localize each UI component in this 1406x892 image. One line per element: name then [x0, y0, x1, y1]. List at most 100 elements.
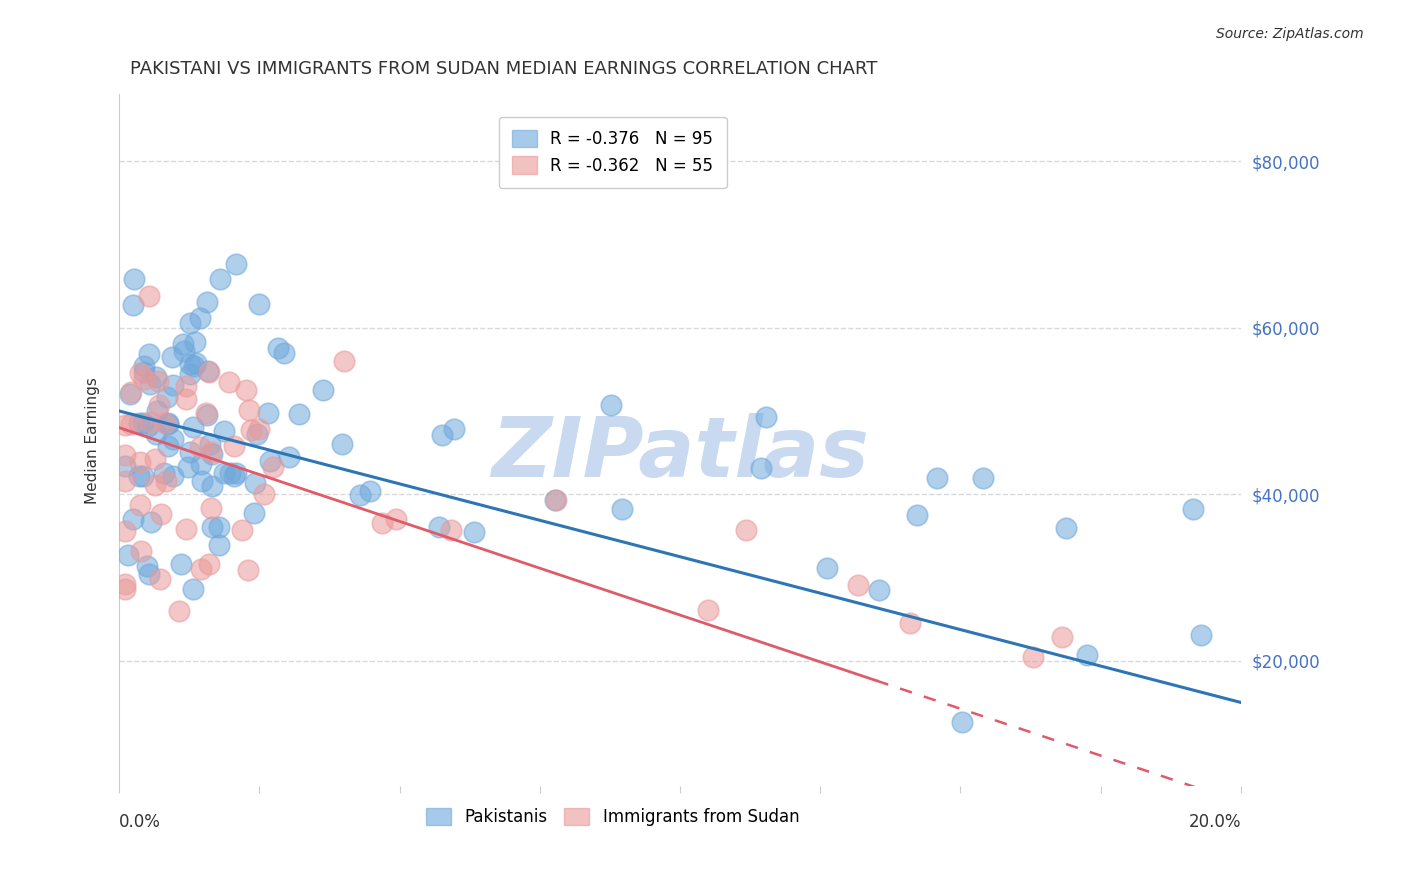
- Point: [1054, 521, 1077, 535]
- Point: [153, 416, 176, 430]
- Point: [120, 417, 142, 432]
- Point: [697, 602, 720, 616]
- Point: [132, 365, 155, 379]
- Point: [239, 423, 262, 437]
- Point: [195, 406, 218, 420]
- Point: [156, 439, 179, 453]
- Point: [184, 335, 207, 350]
- Point: [145, 426, 167, 441]
- Point: [138, 567, 160, 582]
- Point: [129, 454, 152, 468]
- Point: [749, 461, 772, 475]
- Point: [129, 366, 152, 380]
- Point: [188, 310, 211, 325]
- Point: [612, 502, 634, 516]
- Text: PAKISTANI VS IMMIGRANTS FROM SUDAN MEDIAN EARNINGS CORRELATION CHART: PAKISTANI VS IMMIGRANTS FROM SUDAN MEDIA…: [131, 60, 877, 78]
- Point: [120, 384, 142, 399]
- Point: [235, 383, 257, 397]
- Point: [1076, 648, 1098, 662]
- Point: [209, 272, 232, 286]
- Point: [247, 422, 270, 436]
- Point: [114, 459, 136, 474]
- Legend: Pakistanis, Immigrants from Sudan: Pakistanis, Immigrants from Sudan: [419, 801, 806, 833]
- Point: [114, 475, 136, 489]
- Point: [183, 359, 205, 374]
- Point: [238, 564, 260, 578]
- Point: [162, 432, 184, 446]
- Point: [288, 408, 311, 422]
- Point: [181, 582, 204, 596]
- Point: [278, 450, 301, 465]
- Point: [156, 391, 179, 405]
- Point: [141, 516, 163, 530]
- Point: [359, 483, 381, 498]
- Point: [256, 406, 278, 420]
- Point: [218, 375, 240, 389]
- Point: [905, 508, 928, 523]
- Point: [190, 562, 212, 576]
- Point: [243, 506, 266, 520]
- Point: [138, 289, 160, 303]
- Point: [201, 479, 224, 493]
- Point: [132, 416, 155, 430]
- Point: [212, 466, 235, 480]
- Text: 20.0%: 20.0%: [1188, 814, 1241, 831]
- Point: [132, 372, 155, 386]
- Point: [243, 475, 266, 490]
- Point: [156, 417, 179, 431]
- Point: [190, 474, 212, 488]
- Point: [385, 512, 408, 526]
- Point: [200, 437, 222, 451]
- Point: [972, 471, 994, 485]
- Point: [169, 604, 191, 618]
- Point: [1021, 649, 1043, 664]
- Point: [246, 427, 269, 442]
- Point: [174, 379, 197, 393]
- Text: Source: ZipAtlas.com: Source: ZipAtlas.com: [1216, 27, 1364, 41]
- Point: [197, 364, 219, 378]
- Point: [925, 471, 948, 485]
- Point: [735, 523, 758, 537]
- Point: [139, 415, 162, 429]
- Text: ZIPatlas: ZIPatlas: [491, 413, 869, 494]
- Point: [114, 524, 136, 538]
- Point: [197, 409, 219, 423]
- Point: [546, 492, 568, 507]
- Point: [224, 469, 246, 483]
- Point: [247, 297, 270, 311]
- Point: [190, 458, 212, 472]
- Point: [160, 351, 183, 365]
- Point: [145, 451, 167, 466]
- Point: [149, 572, 172, 586]
- Point: [207, 538, 229, 552]
- Point: [148, 398, 170, 412]
- Point: [155, 474, 177, 488]
- Point: [1052, 631, 1074, 645]
- Point: [200, 520, 222, 534]
- Point: [143, 478, 166, 492]
- Point: [1181, 501, 1204, 516]
- Point: [139, 376, 162, 391]
- Text: 0.0%: 0.0%: [120, 814, 160, 831]
- Point: [114, 417, 136, 432]
- Point: [174, 522, 197, 536]
- Y-axis label: Median Earnings: Median Earnings: [86, 376, 100, 504]
- Point: [177, 459, 200, 474]
- Point: [114, 577, 136, 591]
- Point: [117, 548, 139, 562]
- Point: [371, 516, 394, 530]
- Point: [200, 445, 222, 459]
- Point: [128, 417, 150, 431]
- Point: [114, 448, 136, 462]
- Point: [231, 523, 253, 537]
- Point: [190, 440, 212, 454]
- Point: [135, 559, 157, 574]
- Point: [225, 466, 247, 480]
- Point: [170, 558, 193, 572]
- Point: [181, 420, 204, 434]
- Point: [149, 507, 172, 521]
- Point: [132, 359, 155, 373]
- Point: [267, 342, 290, 356]
- Point: [128, 498, 150, 512]
- Point: [1189, 628, 1212, 642]
